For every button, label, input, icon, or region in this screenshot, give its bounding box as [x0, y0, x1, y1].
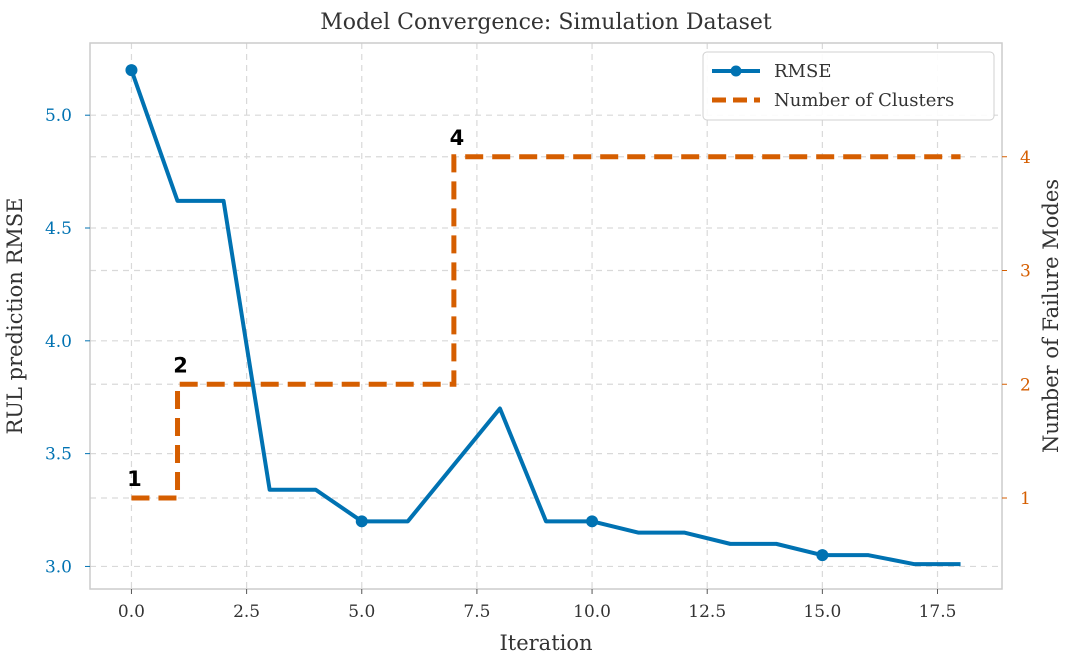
rmse-point-5	[355, 515, 368, 528]
x-axis-ticks: 0.0 2.5 5.0 7.5 10.0 12.5 15.0 17.5	[118, 589, 957, 622]
legend-rmse-marker	[730, 65, 742, 77]
y-tick-label-3: 4.5	[45, 219, 72, 239]
annotations: 1 2 4	[127, 126, 464, 491]
plot-frame	[89, 42, 1003, 590]
rmse-point-15	[816, 549, 829, 562]
y2-tick-label-0: 1	[1020, 489, 1031, 509]
x-tick-label-6: 15.0	[803, 602, 841, 622]
y-axis-label: RUL prediction RMSE	[3, 198, 27, 435]
grid	[90, 43, 1002, 589]
y-tick-label-1: 3.5	[45, 445, 72, 465]
x-tick-label-7: 17.5	[919, 602, 957, 622]
legend-clusters-label: Number of Clusters	[774, 90, 954, 111]
series-layer	[125, 64, 961, 567]
clusters-step-line	[131, 154, 961, 501]
annotation-1: 2	[173, 353, 188, 377]
chart-title: Model Convergence: Simulation Dataset	[320, 10, 772, 35]
annotation-0: 1	[127, 467, 142, 491]
y2-tick-label-2: 3	[1020, 262, 1031, 282]
x-tick-label-3: 7.5	[463, 602, 490, 622]
y-tick-label-2: 4.0	[45, 332, 72, 352]
y2-tick-label-1: 2	[1020, 375, 1031, 395]
legend: RMSE Number of Clusters	[702, 51, 995, 121]
y2-axis-ticks: 1 2 3 4	[1002, 148, 1031, 509]
x-tick-label-2: 5.0	[348, 602, 375, 622]
y2-axis-label: Number of Failure Modes	[1039, 179, 1063, 453]
rmse-point-10	[586, 515, 599, 528]
y-tick-label-4: 5.0	[45, 106, 72, 126]
y-tick-label-0: 3.0	[45, 557, 72, 577]
legend-box	[702, 51, 995, 121]
x-tick-label-4: 10.0	[573, 602, 611, 622]
y2-tick-label-3: 4	[1020, 148, 1031, 168]
rmse-line	[129, 69, 961, 567]
x-tick-label-1: 2.5	[233, 602, 260, 622]
rmse-point-0	[125, 64, 138, 77]
x-tick-label-0: 0.0	[118, 602, 145, 622]
annotation-2: 4	[450, 126, 465, 150]
legend-rmse-label: RMSE	[774, 61, 831, 82]
x-axis-label: Iteration	[499, 631, 592, 655]
x-tick-label-5: 12.5	[688, 602, 726, 622]
y-axis-ticks: 3.0 3.5 4.0 4.5 5.0	[45, 106, 90, 577]
